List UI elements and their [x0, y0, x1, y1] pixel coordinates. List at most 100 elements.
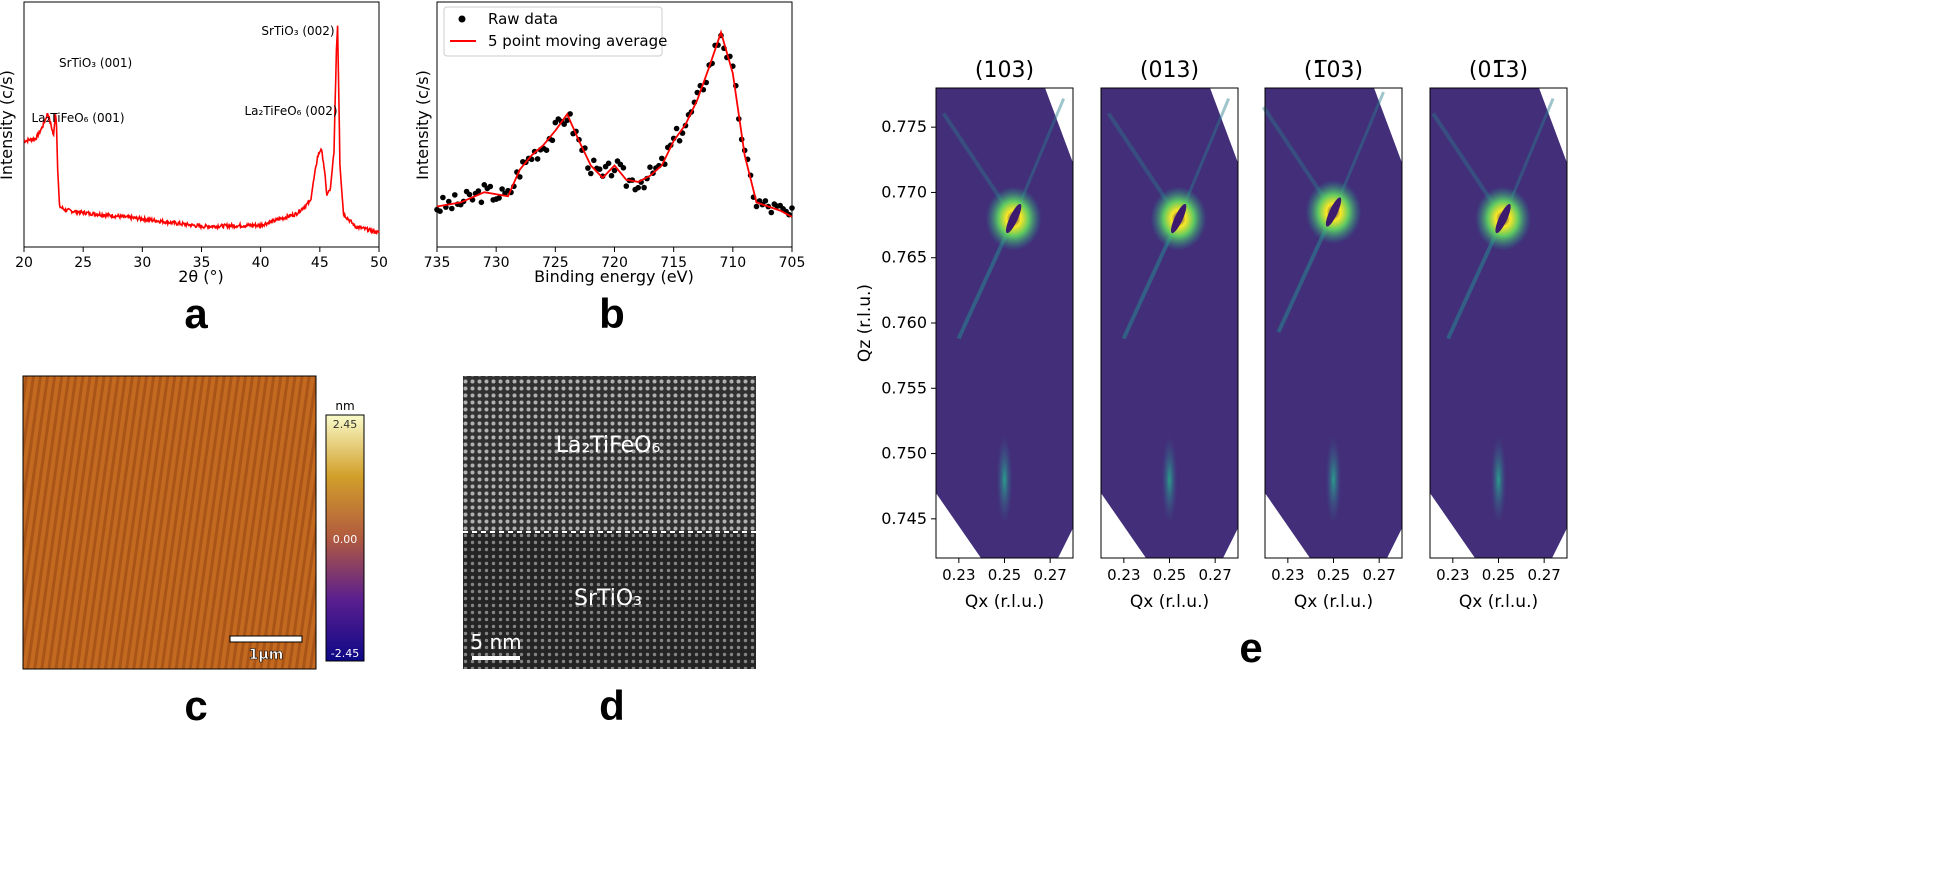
colorbar-tick-max: 2.45: [333, 418, 358, 431]
rsm-peak-core: [1005, 203, 1022, 234]
rsm-ytick-label: 0.770: [881, 182, 927, 201]
panel-a-xtick-label: 20: [15, 255, 33, 271]
panel-a-xlabel: 2θ (°): [178, 267, 224, 286]
colorbar-unit: nm: [335, 399, 354, 413]
panel-b-xtick-label: 710: [719, 255, 746, 271]
panel-b-xtick-label: 725: [542, 255, 569, 271]
panel-b-raw-point: [647, 164, 653, 170]
panel-a-xrd-line: [23, 25, 380, 235]
rsm-xtick-label: 0.25: [1317, 566, 1350, 584]
panel-b-raw-point: [561, 121, 567, 127]
rsm-shade: [1430, 88, 1567, 558]
rsm-xtick-label: 0.25: [1482, 566, 1515, 584]
panel-b-raw-point: [605, 160, 612, 167]
rsm-xlabel: Qx (r.l.u.): [1459, 592, 1538, 612]
panel-a-xtick-label: 50: [370, 255, 388, 271]
afm-scale-bar: [229, 635, 303, 643]
panel-b-raw-point: [517, 174, 523, 180]
rsm-title: (013): [1140, 58, 1199, 83]
panel-d-stem: La₂TiFeO₆ SrTiO₃ 5 nm d: [463, 376, 756, 729]
panel-b-raw-point: [635, 184, 641, 191]
rsm-xtick-label: 0.23: [1271, 566, 1304, 584]
rsm-film-peak: [1161, 434, 1178, 525]
rsm-xlabel: Qx (r.l.u.): [1294, 592, 1373, 612]
rsm-map: (01̅3) 0.23 0.25 0.27 Qx (r.l.u.): [1429, 58, 1568, 612]
rsm-peak-core: [1495, 203, 1511, 234]
panel-b-moving-average-line: [436, 29, 793, 218]
panel-b-raw-point: [567, 111, 573, 117]
panel-b-raw-point: [452, 192, 458, 198]
panel-b-raw-point: [549, 137, 556, 144]
rsm-ytick-label: 0.765: [881, 248, 927, 267]
panel-e-rsm: (103) 0.23 0.25 0.27 Qx (r.l.u.) 0.775 0.770 0.…: [855, 58, 1568, 671]
panel-c-afm: 1μm nm 2.45 0.00 -2.45 c: [22, 375, 365, 729]
panel-b-raw-point: [475, 188, 482, 194]
panel-a-peak-label: La₂TiFeO₆ (001): [31, 111, 124, 125]
rsm-ytick-label: 0.745: [881, 509, 927, 528]
panel-c-letter: c: [184, 682, 207, 729]
afm-image: [22, 375, 317, 670]
rsm-peak-core: [1325, 197, 1342, 227]
panel-b-raw-point: [768, 209, 775, 216]
panel-b-raw-point: [449, 205, 455, 212]
rsm-ytick-label: 0.750: [881, 444, 927, 463]
rsm-ytick-label: 0.755: [881, 378, 927, 397]
panel-b-raw-point: [623, 183, 630, 189]
panel-b-xtick-label: 730: [483, 255, 510, 271]
panel-b-legend: Raw data 5 point moving average: [443, 6, 667, 57]
rsm-xtick-label: 0.27: [1527, 566, 1560, 584]
afm-scale-bar-label: 1μm: [249, 647, 284, 663]
panel-a-letter: a: [184, 290, 208, 337]
legend-average-label: 5 point moving average: [488, 32, 667, 50]
colorbar: [325, 414, 365, 662]
panel-b-raw-point: [446, 198, 452, 205]
panel-b-xtick-label: 715: [660, 255, 687, 271]
stem-bottom-label: SrTiO₃: [574, 586, 642, 611]
panel-b-raw-point: [611, 167, 618, 174]
colorbar-tick-zero: 0.00: [333, 533, 358, 546]
stem-top-label: La₂TiFeO₆: [556, 433, 661, 458]
rsm-map: (013) 0.23 0.25 0.27 Qx (r.l.u.): [1100, 58, 1239, 612]
rsm-ytick-label: 0.760: [881, 313, 927, 332]
panel-a-peak-label: SrTiO₃ (001): [59, 56, 132, 70]
panel-b-raw-point: [591, 157, 597, 164]
rsm-xtick-label: 0.27: [1198, 566, 1231, 584]
panel-a-xtick-label: 25: [74, 255, 92, 271]
panel-b-raw-point: [596, 166, 603, 172]
rsm-xtick-label: 0.23: [1107, 566, 1140, 584]
panel-e-ylabel: Qz (r.l.u.): [855, 284, 875, 362]
panel-b-raw-point: [440, 194, 446, 201]
panel-b-raw-point: [437, 208, 443, 214]
panel-b-raw-point: [588, 170, 594, 177]
rsm-xlabel: Qx (r.l.u.): [965, 592, 1044, 612]
panel-b-raw-point: [534, 156, 541, 162]
panel-a-xtick-label: 45: [311, 255, 329, 271]
panel-b-xtick-label: 720: [601, 255, 628, 271]
colorbar-tick-min: -2.45: [331, 647, 359, 660]
panel-a-peak-label: SrTiO₃ (002): [261, 24, 334, 38]
rsm-title: (01̅3): [1469, 58, 1528, 83]
panel-d-letter: d: [599, 682, 625, 729]
panel-b-raw-point: [496, 195, 502, 201]
rsm-film-peak: [1490, 434, 1507, 525]
rsm-title: (1̅03): [1304, 58, 1363, 83]
panel-b-raw-point: [608, 172, 615, 179]
panel-b-raw-point: [673, 125, 680, 132]
rsm-xtick-label: 0.27: [1362, 566, 1395, 584]
panel-b-raw-point: [499, 186, 505, 192]
rsm-map: (1̅03) 0.23 0.25 0.27 Qx (r.l.u.): [1261, 58, 1403, 612]
panel-a-peak-label: La₂TiFeO₆ (002): [244, 104, 337, 118]
panel-b-raw-point: [753, 203, 760, 210]
stem-scale-bar-label: 5 nm: [470, 630, 521, 654]
panel-b-ylabel: Intensity (c/s): [413, 70, 432, 180]
panel-b-raw-point: [620, 165, 627, 171]
panel-b-raw-point: [762, 198, 769, 204]
rsm-map: (103) 0.23 0.25 0.27 Qx (r.l.u.) 0.775 0.770 0.…: [881, 58, 1074, 612]
rsm-xlabel: Qx (r.l.u.): [1130, 592, 1209, 612]
rsm-shade: [1265, 88, 1402, 558]
panel-b-raw-point: [789, 205, 795, 211]
panel-b-xtick-label: 705: [779, 255, 806, 271]
panel-b-raw-point: [487, 183, 494, 190]
legend-raw-marker: [458, 15, 466, 23]
